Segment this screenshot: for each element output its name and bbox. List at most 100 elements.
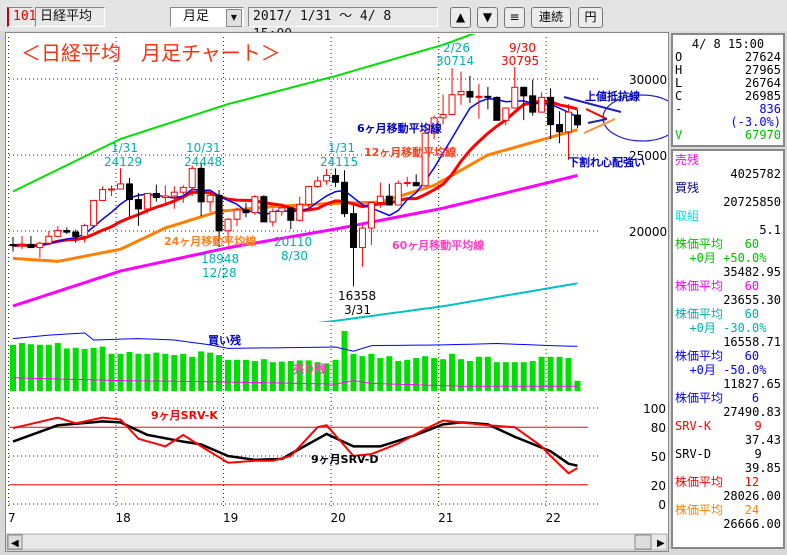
candle: [9, 236, 17, 252]
candle: [466, 75, 474, 104]
candle: [376, 182, 384, 208]
candle-body: [332, 174, 340, 183]
volume-bar: [556, 356, 563, 391]
indicator-sub: +0月 -50.0%: [675, 363, 767, 377]
info-label: H: [675, 63, 683, 77]
volume-bar: [260, 359, 267, 391]
annotation-high: 10/31: [186, 141, 221, 155]
candle-body: [457, 90, 465, 96]
indicator-value: 11827.65: [723, 377, 781, 391]
candle-body: [529, 95, 537, 113]
candle-body: [358, 227, 366, 248]
candle: [323, 168, 331, 185]
scroll-right-icon[interactable]: ▶: [657, 538, 665, 549]
candle: [367, 201, 375, 246]
annotation-high: 24129: [104, 155, 142, 169]
candle-body: [90, 199, 98, 227]
ma12-label: 12ヶ月移動平均線: [364, 145, 456, 159]
annotation-low: 16358: [338, 289, 376, 303]
candle: [439, 94, 447, 125]
volume-bar: [449, 353, 456, 391]
candle-body: [547, 96, 555, 126]
info-label: V: [675, 128, 683, 142]
info-value: (-3.0%): [730, 115, 781, 129]
candle: [188, 165, 196, 196]
candle-body: [161, 195, 169, 199]
period-value: 月足: [183, 9, 210, 24]
period-select[interactable]: 月足 ▼: [170, 7, 244, 27]
indicator-label: SRV-D 9: [675, 447, 762, 461]
candle-body: [242, 209, 250, 214]
annotation-high: 1/31: [111, 141, 138, 155]
code-field[interactable]: 101: [7, 7, 36, 27]
scroll-left-icon[interactable]: ◀: [11, 538, 19, 549]
candle: [394, 180, 402, 206]
candle: [457, 71, 465, 105]
candle-body: [152, 193, 160, 199]
volume-bar: [440, 359, 447, 391]
candle: [573, 109, 581, 129]
candle: [484, 86, 492, 110]
info-row: O 27624: [673, 51, 783, 64]
info-row: C 26985: [673, 90, 783, 103]
info-row: - 836: [673, 103, 783, 116]
candle: [27, 236, 35, 249]
name-field[interactable]: 日経平均: [35, 7, 105, 27]
x-tick-label: 19: [223, 511, 238, 525]
candle-body: [54, 229, 62, 237]
candle-body: [466, 90, 474, 98]
down-button[interactable]: ▼: [477, 7, 498, 28]
indicator-value: 5.1: [759, 223, 781, 237]
candle-body: [341, 181, 349, 215]
candle-body: [314, 180, 322, 188]
date-range-field[interactable]: 2017/ 1/31 ～ 4/ 8 15:00: [248, 7, 438, 42]
candle: [565, 104, 573, 160]
candle: [242, 202, 250, 218]
candle-body: [197, 167, 205, 203]
candle: [278, 203, 286, 216]
candle: [197, 163, 205, 217]
info-row: (-3.0%): [673, 116, 783, 129]
candle: [421, 126, 429, 187]
sell-remain-line: [12, 377, 578, 387]
indicator-value: 16558.71: [723, 335, 781, 349]
candle-body: [206, 194, 214, 203]
indicator-label: 株価平均 60: [675, 279, 760, 293]
candle-body: [430, 117, 438, 134]
volume-bar: [359, 356, 366, 391]
volume-bar: [251, 361, 258, 391]
continuous-button[interactable]: 連続: [531, 7, 571, 28]
volume-bar: [377, 358, 384, 391]
candle: [90, 199, 98, 227]
indicator-value: 35482.95: [723, 265, 781, 279]
candle-body: [565, 111, 573, 133]
chevron-down-icon[interactable]: ▼: [226, 9, 242, 27]
x-tick-label: 18: [116, 511, 131, 525]
menu-button[interactable]: ≡: [504, 7, 525, 28]
horizontal-scrollbar[interactable]: ◀ ▶: [6, 533, 668, 551]
price-tick-label: 25000: [629, 149, 667, 163]
up-button[interactable]: ▲: [450, 7, 471, 28]
info-value: 67970: [744, 128, 781, 142]
yen-button[interactable]: 円: [578, 7, 603, 28]
candle-body: [367, 201, 375, 229]
candle: [224, 217, 232, 243]
candle: [269, 208, 277, 227]
srv-tick-label: 50: [651, 450, 666, 464]
indicator-value: 4025782: [730, 167, 781, 181]
candle: [448, 68, 456, 116]
volume-bar: [475, 356, 482, 391]
volume-bar: [484, 356, 491, 391]
indicator-label: SRV-K 9: [675, 419, 762, 433]
candle-body: [188, 167, 196, 188]
ma24-label: 24ヶ月移動平均線: [164, 234, 256, 248]
candle-body: [125, 183, 133, 201]
candle-body: [117, 183, 125, 190]
candle-body: [376, 195, 384, 203]
volume-bar: [565, 358, 572, 391]
price-tick-label: 20000: [629, 225, 667, 239]
candle: [233, 207, 241, 227]
candle-body: [134, 199, 142, 210]
info-row: V 67970: [673, 129, 783, 142]
volume-bar: [350, 353, 357, 391]
